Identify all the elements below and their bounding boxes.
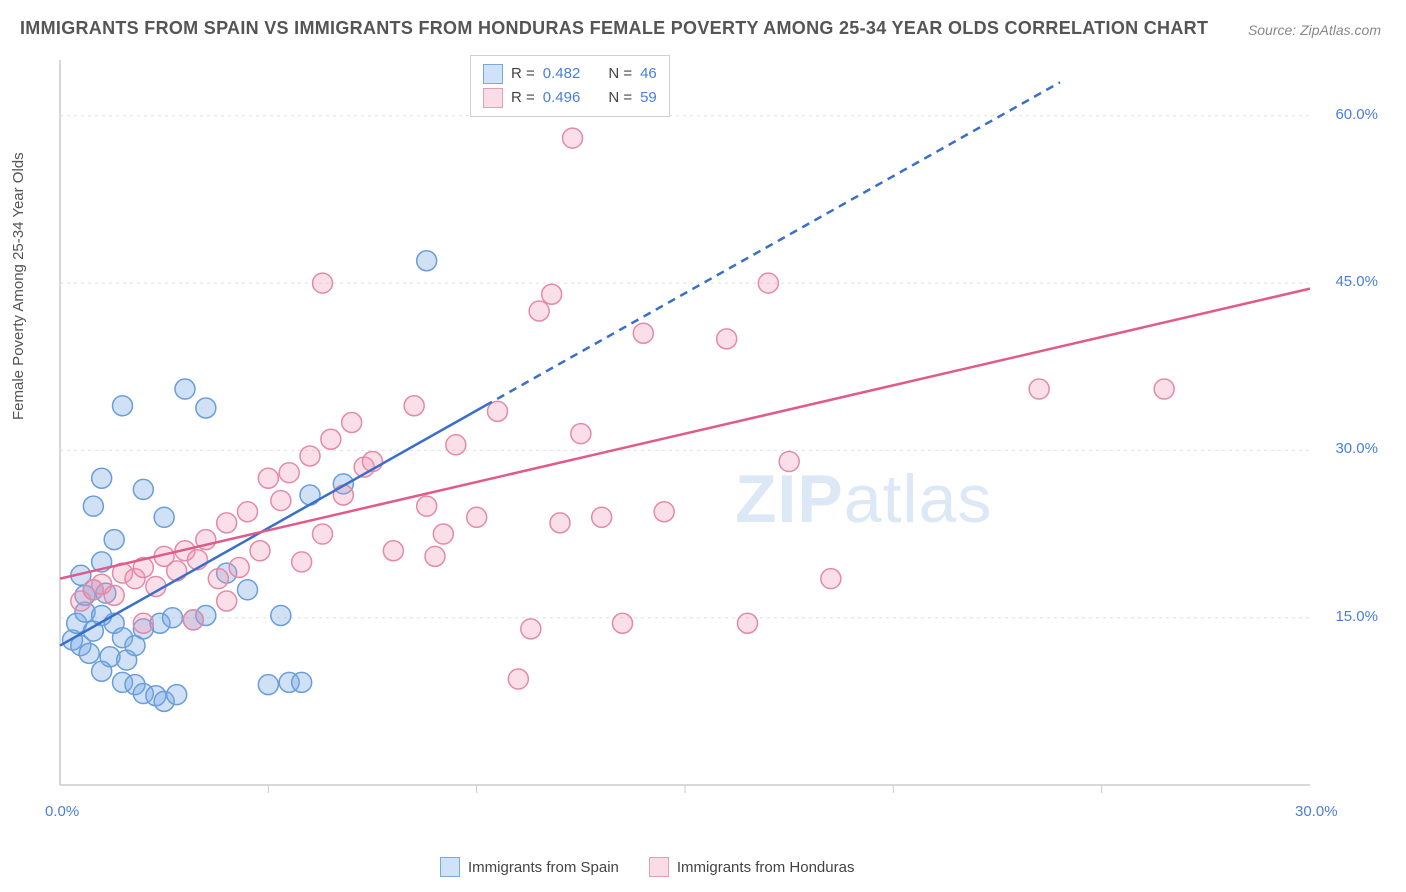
y-tick-label: 30.0% <box>1318 440 1378 457</box>
legend-swatch-spain-b <box>440 857 460 877</box>
legend-item-honduras: Immigrants from Honduras <box>649 857 855 877</box>
correlation-legend: R = 0.482 N = 46 R = 0.496 N = 59 <box>470 55 670 117</box>
x-tick-label: 0.0% <box>45 803 79 820</box>
y-tick-label: 45.0% <box>1318 273 1378 290</box>
series-legend: Immigrants from Spain Immigrants from Ho… <box>440 857 854 877</box>
legend-row-spain: R = 0.482 N = 46 <box>483 62 657 86</box>
chart-title: IMMIGRANTS FROM SPAIN VS IMMIGRANTS FROM… <box>20 18 1208 39</box>
legend-row-honduras: R = 0.496 N = 59 <box>483 86 657 110</box>
legend-swatch-honduras-b <box>649 857 669 877</box>
legend-swatch-honduras <box>483 88 503 108</box>
plot-area: ZIPatlas <box>55 50 1380 820</box>
y-tick-label: 60.0% <box>1318 106 1378 123</box>
chart-svg <box>55 50 1380 820</box>
y-tick-label: 15.0% <box>1318 608 1378 625</box>
x-tick-label: 30.0% <box>1295 803 1338 820</box>
legend-item-spain: Immigrants from Spain <box>440 857 619 877</box>
legend-swatch-spain <box>483 64 503 84</box>
chart-container: IMMIGRANTS FROM SPAIN VS IMMIGRANTS FROM… <box>0 0 1406 892</box>
y-axis-label: Female Poverty Among 25-34 Year Olds <box>10 152 27 420</box>
source-label: Source: ZipAtlas.com <box>1248 22 1381 38</box>
